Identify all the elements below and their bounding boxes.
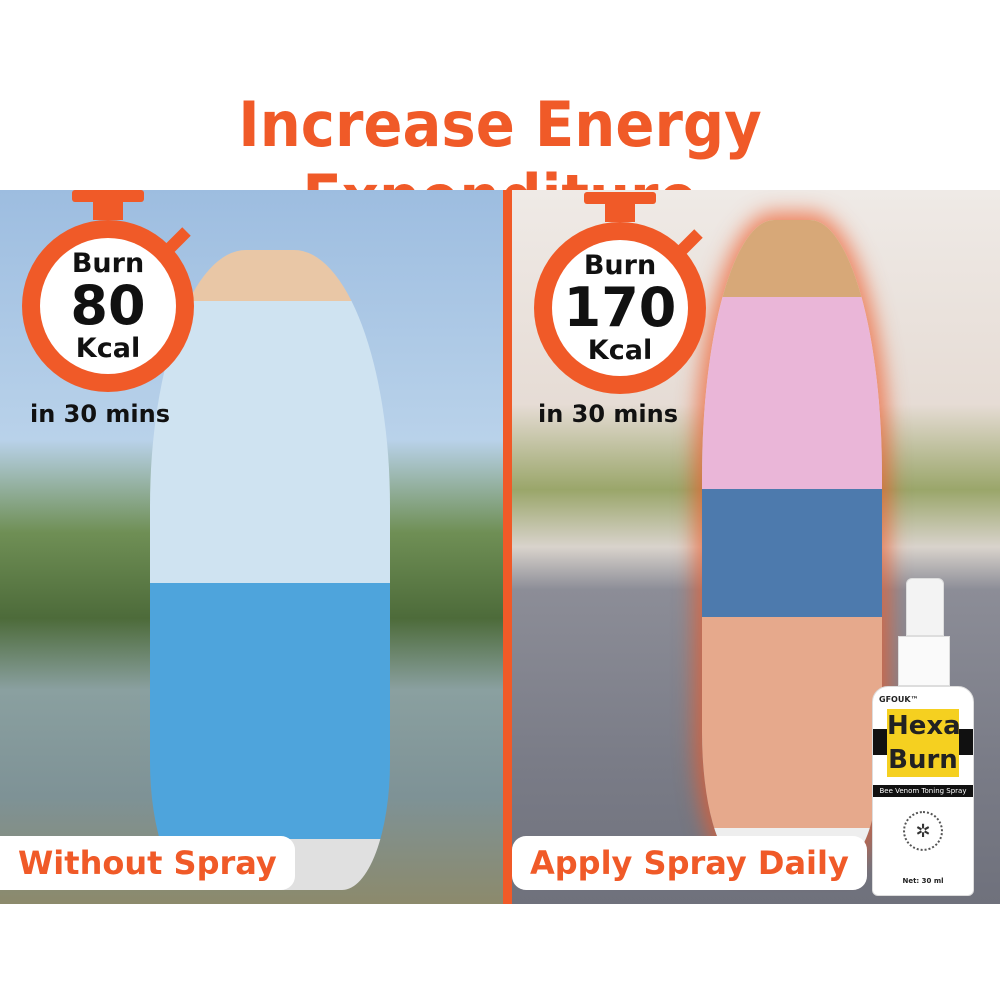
- bee-icon: ✲: [903, 811, 943, 851]
- timer-unit: Kcal: [75, 333, 141, 364]
- timer-kcal-value: 80: [70, 274, 146, 337]
- duration-label: in 30 mins: [30, 400, 171, 428]
- product-name-line1: Hexa: [887, 709, 961, 743]
- without-spray-label: Without Spray: [0, 836, 295, 890]
- timer-unit: Kcal: [587, 335, 653, 366]
- walking-woman-figure: [150, 250, 390, 890]
- timer-kcal-value: 170: [563, 276, 677, 339]
- stopwatch-icon: Burn 80 Kcal: [22, 190, 194, 392]
- product-brand: GFOUK™: [879, 695, 919, 704]
- duration-label: in 30 mins: [538, 400, 679, 428]
- timer-burn-label: Burn: [71, 248, 145, 279]
- product-tagline: Bee Venom Toning Spray: [873, 785, 973, 797]
- product-bottle: GFOUK™ Hexa Burn Bee Venom Toning Spray ✲…: [872, 578, 974, 896]
- product-net-volume: Net: 30 ml: [902, 877, 944, 885]
- panel-divider: [503, 190, 512, 904]
- stopwatch-icon: Burn 170 Kcal: [534, 192, 706, 394]
- apply-spray-label: Apply Spray Daily: [512, 836, 867, 890]
- spray-nozzle: [906, 578, 944, 636]
- walking-woman-figure: [702, 220, 882, 860]
- timer-burn-label: Burn: [583, 250, 657, 281]
- product-name-line2: Burn: [887, 743, 959, 777]
